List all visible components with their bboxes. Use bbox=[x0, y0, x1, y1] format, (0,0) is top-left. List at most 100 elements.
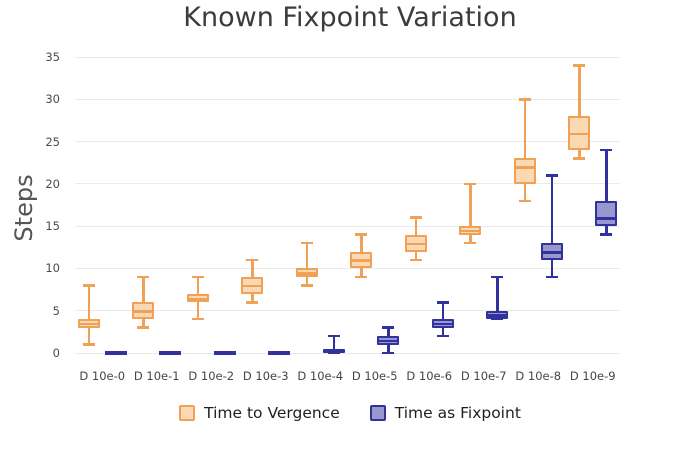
collapsed-box bbox=[213, 351, 236, 355]
upper-whisker bbox=[578, 65, 581, 117]
legend-swatch-navy bbox=[369, 405, 386, 421]
box-fixpoint-D 10e-4[interactable] bbox=[75, 57, 620, 355]
median-line bbox=[461, 229, 480, 233]
upper-whisker-cap bbox=[327, 334, 340, 338]
gridline bbox=[75, 183, 620, 185]
lower-whisker-cap bbox=[409, 258, 422, 262]
box-vergence-D 10e-3[interactable] bbox=[75, 57, 620, 353]
gridline bbox=[75, 56, 620, 58]
box-fixpoint-D 10e-0[interactable] bbox=[75, 57, 620, 355]
legend-label-time-to-vergence: Time to Vergence bbox=[204, 404, 340, 422]
iqr-box bbox=[486, 310, 509, 320]
iqr-box bbox=[77, 319, 100, 328]
upper-whisker-cap bbox=[518, 98, 531, 101]
lower-whisker bbox=[605, 226, 608, 235]
box-fixpoint-D 10e-2[interactable] bbox=[75, 57, 620, 355]
box-vergence-D 10e-7[interactable] bbox=[75, 57, 620, 353]
upper-whisker-cap bbox=[491, 275, 504, 279]
iqr-box bbox=[568, 116, 591, 151]
x-tick-label: D 10e-6 bbox=[406, 369, 453, 383]
upper-whisker bbox=[251, 259, 254, 277]
median-line bbox=[188, 297, 207, 301]
upper-whisker bbox=[305, 243, 308, 269]
lower-whisker-cap bbox=[137, 326, 150, 329]
box-vergence-D 10e-5[interactable] bbox=[75, 57, 620, 353]
plot-area bbox=[75, 56, 620, 355]
box-fixpoint-D 10e-1[interactable] bbox=[75, 57, 620, 355]
upper-whisker bbox=[332, 336, 335, 349]
box-fixpoint-D 10e-8[interactable] bbox=[75, 57, 620, 353]
box-vergence-D 10e-8[interactable] bbox=[75, 57, 620, 353]
lower-whisker-cap bbox=[355, 275, 368, 279]
lower-whisker bbox=[469, 234, 472, 244]
upper-whisker bbox=[87, 285, 90, 320]
lower-whisker-cap bbox=[436, 334, 449, 338]
x-tick-label: D 10e-5 bbox=[351, 369, 398, 383]
box-fixpoint-D 10e-7[interactable] bbox=[75, 57, 620, 353]
upper-whisker bbox=[441, 302, 444, 320]
x-tick-label: D 10e-0 bbox=[79, 369, 126, 383]
median-line bbox=[515, 166, 534, 169]
box-vergence-D 10e-6[interactable] bbox=[75, 57, 620, 353]
lower-whisker-cap bbox=[382, 351, 395, 355]
lower-whisker-cap bbox=[545, 275, 558, 279]
box-vergence-D 10e-4[interactable] bbox=[75, 57, 620, 353]
upper-whisker bbox=[414, 217, 417, 235]
legend-swatch-orange bbox=[179, 405, 196, 421]
box-vergence-D 10e-0[interactable] bbox=[75, 57, 620, 353]
lower-whisker-cap bbox=[573, 157, 586, 160]
lower-whisker bbox=[87, 327, 90, 345]
iqr-box bbox=[540, 243, 563, 260]
lower-whisker-cap bbox=[491, 317, 504, 321]
iqr-box bbox=[459, 226, 482, 235]
iqr-box bbox=[295, 268, 318, 277]
box-vergence-D 10e-2[interactable] bbox=[75, 57, 620, 353]
lower-whisker-cap bbox=[327, 351, 340, 355]
collapsed-box bbox=[104, 351, 127, 355]
box-fixpoint-D 10e-9[interactable] bbox=[75, 57, 620, 353]
upper-whisker-cap bbox=[545, 174, 558, 177]
x-tick-label: D 10e-4 bbox=[297, 369, 344, 383]
median-line bbox=[243, 284, 262, 288]
median-line bbox=[379, 339, 398, 343]
iqr-box bbox=[595, 200, 618, 227]
collapsed-box bbox=[268, 351, 291, 355]
legend-item-time-as-fixpoint[interactable]: Time as Fixpoint bbox=[369, 404, 521, 422]
upper-whisker bbox=[496, 276, 499, 311]
legend-label-time-as-fixpoint: Time as Fixpoint bbox=[394, 404, 521, 422]
iqr-box bbox=[186, 293, 209, 303]
x-tick-label: D 10e-7 bbox=[460, 369, 507, 383]
gridline bbox=[75, 98, 620, 100]
lower-whisker-cap bbox=[518, 199, 531, 203]
box-vergence-D 10e-1[interactable] bbox=[75, 57, 620, 353]
median-line bbox=[570, 132, 589, 136]
box-vergence-D 10e-9[interactable] bbox=[75, 57, 620, 353]
box-fixpoint-D 10e-5[interactable] bbox=[75, 57, 620, 355]
iqr-box bbox=[322, 348, 345, 353]
lower-whisker bbox=[441, 327, 444, 337]
gridline bbox=[75, 225, 620, 227]
lower-whisker bbox=[578, 150, 581, 159]
median-line bbox=[352, 259, 371, 262]
box-fixpoint-D 10e-3[interactable] bbox=[75, 57, 620, 355]
iqr-box bbox=[132, 302, 155, 320]
lower-whisker bbox=[387, 344, 390, 353]
y-tick-label: 10 bbox=[45, 261, 60, 276]
upper-whisker bbox=[523, 99, 526, 159]
upper-whisker-cap bbox=[409, 216, 422, 219]
iqr-box bbox=[350, 251, 373, 269]
lower-whisker bbox=[196, 302, 199, 320]
upper-whisker bbox=[142, 276, 145, 303]
x-tick-label: D 10e-3 bbox=[242, 369, 289, 383]
box-fixpoint-D 10e-6[interactable] bbox=[75, 57, 620, 353]
upper-whisker-cap bbox=[464, 182, 477, 186]
y-tick-label: 35 bbox=[45, 50, 60, 64]
median-line bbox=[406, 242, 425, 246]
legend-item-time-to-vergence[interactable]: Time to Vergence bbox=[179, 404, 340, 422]
x-tick-label: D 10e-2 bbox=[188, 369, 235, 383]
upper-whisker-cap bbox=[355, 233, 368, 236]
lower-whisker bbox=[414, 251, 417, 260]
gridline bbox=[75, 267, 620, 269]
upper-whisker-cap bbox=[246, 258, 259, 262]
